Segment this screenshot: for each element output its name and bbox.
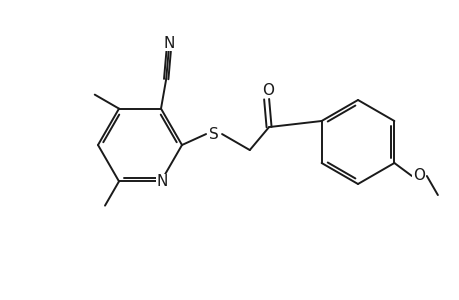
Text: O: O — [261, 83, 273, 98]
Text: N: N — [163, 36, 175, 51]
Text: S: S — [209, 127, 218, 142]
Text: O: O — [412, 169, 424, 184]
Text: N: N — [156, 174, 168, 189]
